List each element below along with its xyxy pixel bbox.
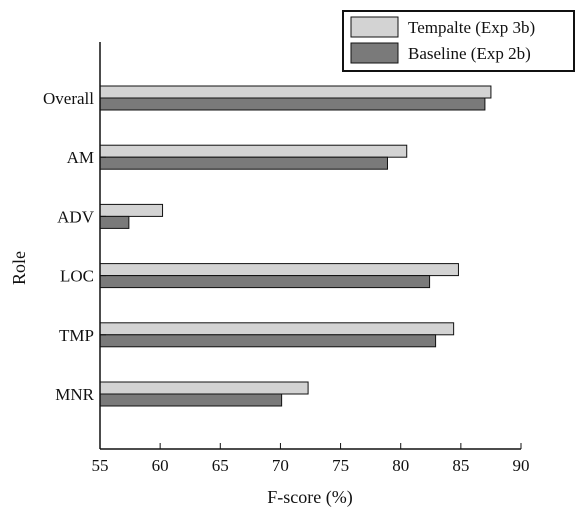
x-tick-label: 80 xyxy=(392,456,409,475)
legend-label-series-1: Baseline (Exp 2b) xyxy=(408,44,531,63)
bar-mnr-series-1 xyxy=(99,393,283,407)
bar-mnr-series-0 xyxy=(99,381,309,395)
y-tick-label: ADV xyxy=(57,207,95,226)
y-tick-labels: Overall AM ADV LOC TMP MNR xyxy=(43,89,106,404)
bar-loc-series-1 xyxy=(99,275,431,289)
y-tick-label: TMP xyxy=(59,326,94,345)
x-ticks: 55 60 65 70 75 80 85 90 xyxy=(92,443,530,475)
legend-swatch-series-0 xyxy=(350,16,399,38)
legend-label-series-0: Tempalte (Exp 3b) xyxy=(408,18,535,37)
y-tick-label: LOC xyxy=(60,267,94,286)
bar-tmp-series-0 xyxy=(99,322,455,336)
x-tick-label: 75 xyxy=(332,456,349,475)
legend: Tempalte (Exp 3b) Baseline (Exp 2b) xyxy=(342,10,575,72)
y-tick-label: AM xyxy=(67,148,94,167)
legend-swatch-series-1 xyxy=(350,42,399,64)
x-tick-label: 90 xyxy=(513,456,530,475)
bar-adv-series-1 xyxy=(99,215,130,229)
bar-adv-series-0 xyxy=(99,203,164,217)
y-tick-label: MNR xyxy=(55,385,94,404)
bar-overall-series-0 xyxy=(99,85,492,99)
bars xyxy=(99,85,492,407)
x-tick-label: 70 xyxy=(272,456,289,475)
y-tick-label: Overall xyxy=(43,89,94,108)
bar-overall-series-1 xyxy=(99,97,486,111)
x-axis-title: F-score (%) xyxy=(267,487,352,507)
bar-loc-series-0 xyxy=(99,263,459,277)
x-tick-label: 60 xyxy=(152,456,169,475)
bar-am-series-1 xyxy=(99,156,388,170)
bar-tmp-series-1 xyxy=(99,334,437,348)
x-tick-label: 65 xyxy=(212,456,229,475)
y-axis-title: Role xyxy=(9,251,29,285)
bar-am-series-0 xyxy=(99,144,408,158)
x-tick-label: 55 xyxy=(92,456,109,475)
x-tick-label: 85 xyxy=(452,456,469,475)
